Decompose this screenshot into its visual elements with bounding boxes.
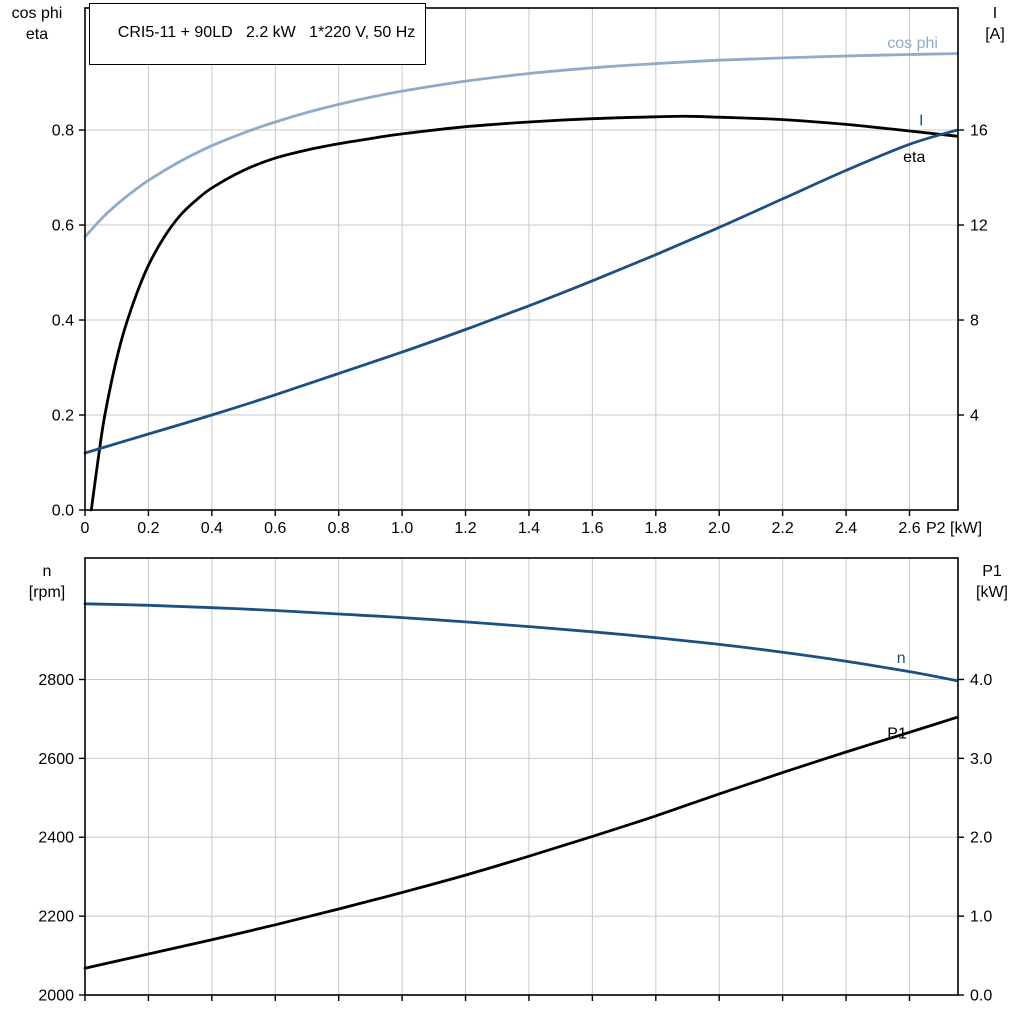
svg-text:4: 4 <box>970 408 979 425</box>
svg-text:1.6: 1.6 <box>581 520 603 537</box>
svg-text:P2 [kW]: P2 [kW] <box>926 520 982 537</box>
svg-text:1.2: 1.2 <box>454 520 476 537</box>
svg-text:2.2: 2.2 <box>772 520 794 537</box>
svg-text:0.0: 0.0 <box>970 988 992 1005</box>
axis-title-speed: n <box>42 563 52 580</box>
svg-text:2600: 2600 <box>38 751 74 768</box>
svg-text:16: 16 <box>970 123 988 140</box>
svg-text:0.6: 0.6 <box>52 218 74 235</box>
curve-label-cos-phi: cos phi <box>887 35 938 52</box>
axis-title-cosphi: cos phi <box>11 5 63 22</box>
svg-text:2.0: 2.0 <box>708 520 730 537</box>
plot-frame-top <box>84 7 959 511</box>
svg-text:0.4: 0.4 <box>201 520 223 537</box>
svg-text:8: 8 <box>970 313 979 330</box>
axis-title-speed-unit: [rpm] <box>28 584 66 601</box>
svg-text:1.8: 1.8 <box>645 520 667 537</box>
grid-top <box>85 8 958 510</box>
svg-text:2.6: 2.6 <box>898 520 920 537</box>
bottom-left-axis-title: n [rpm] <box>12 561 82 603</box>
svg-text:2.0: 2.0 <box>970 830 992 847</box>
curve-label-P1: P1 <box>887 726 907 743</box>
chart-title: CRI5-11 + 90LD 2.2 kW 1*220 V, 50 Hz <box>117 24 416 41</box>
svg-text:2400: 2400 <box>38 830 74 847</box>
svg-text:1.4: 1.4 <box>518 520 540 537</box>
curve-label-eta: eta <box>903 149 925 166</box>
svg-text:2000: 2000 <box>38 988 74 1005</box>
ticks-top <box>79 129 964 516</box>
bottom-right-axis-title: P1 [kW] <box>964 561 1020 603</box>
svg-text:0.0: 0.0 <box>52 503 74 520</box>
curve-label-I: I <box>919 112 923 129</box>
svg-text:3.0: 3.0 <box>970 751 992 768</box>
curve-I <box>83 128 959 455</box>
top-right-axis-title: I [A] <box>972 3 1018 45</box>
ticks-bottom <box>79 678 964 1001</box>
curves-bottom <box>83 602 959 970</box>
svg-text:0.8: 0.8 <box>52 123 74 140</box>
svg-text:0.2: 0.2 <box>137 520 159 537</box>
axis-title-current: I <box>992 5 998 22</box>
svg-text:2200: 2200 <box>38 909 74 926</box>
svg-text:4.0: 4.0 <box>970 672 992 689</box>
svg-text:0.2: 0.2 <box>52 408 74 425</box>
svg-text:2.4: 2.4 <box>835 520 857 537</box>
curve-n <box>83 602 959 683</box>
tick-labels-bottom: 2000 2200 2400 2600 2800 0.0 1.0 2.0 3.0 4.0 n P1 <box>38 650 992 1005</box>
curve-label-n: n <box>897 650 906 667</box>
chart-title-box: CRI5-11 + 90LD 2.2 kW 1*220 V, 50 Hz <box>89 3 427 65</box>
curve-P1 <box>83 715 959 970</box>
axis-title-p1-unit: [kW] <box>976 584 1008 601</box>
curve-eta <box>89 114 959 512</box>
svg-text:2800: 2800 <box>38 672 74 689</box>
svg-text:1.0: 1.0 <box>970 909 992 926</box>
svg-text:1.0: 1.0 <box>391 520 413 537</box>
grid-bottom <box>85 558 958 995</box>
axis-title-p1: P1 <box>982 563 1002 580</box>
svg-text:0.4: 0.4 <box>52 313 74 330</box>
axis-title-current-unit: [A] <box>985 26 1005 43</box>
svg-text:12: 12 <box>970 218 988 235</box>
tick-labels-top: 0 0.2 0.4 0.6 0.8 1.0 1.2 1.4 1.6 1.8 2.0 2.2 2.4 2.6… <box>52 35 988 537</box>
svg-text:0.6: 0.6 <box>264 520 286 537</box>
top-left-axis-title: cos phi eta <box>2 3 72 45</box>
curves-top <box>83 52 959 512</box>
svg-text:0: 0 <box>81 520 90 537</box>
plot-frame-bottom <box>84 557 959 996</box>
svg-text:0.8: 0.8 <box>328 520 350 537</box>
curve-cos-phi <box>83 52 959 239</box>
axis-title-eta: eta <box>25 26 49 43</box>
